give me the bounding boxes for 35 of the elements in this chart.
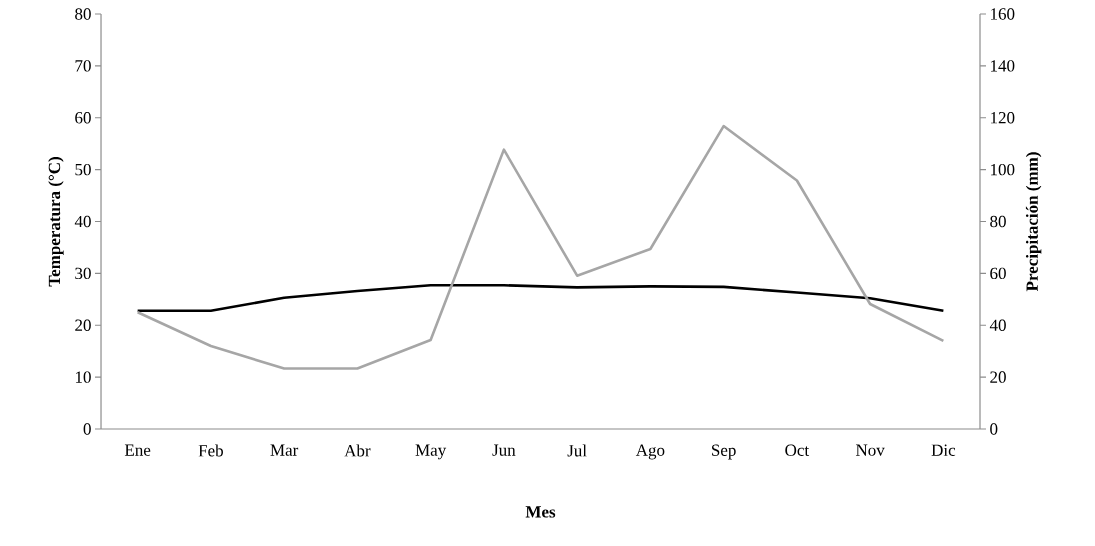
x-axis-title: Mes — [525, 506, 556, 518]
y2-tick-label: 40 — [989, 319, 1006, 331]
x-tick-label: Oct — [785, 444, 810, 456]
y2-tick-label: 140 — [991, 60, 1015, 72]
x-tick-label: Sep — [712, 444, 736, 460]
x-tick-label: Ene — [124, 444, 151, 456]
y2-tick-label: 0 — [990, 423, 998, 435]
x-tick-label: Jun — [492, 444, 516, 456]
y-tick-label: 80 — [75, 8, 91, 20]
line-series — [136, 284, 945, 313]
y2-tick-label: 160 — [991, 8, 1015, 20]
x-tick-label: Abr — [344, 444, 371, 457]
y-tick-label: 40 — [74, 215, 91, 228]
y-tick-label: 20 — [75, 319, 91, 331]
y-axis-title: Temperatura (°C) — [48, 157, 64, 287]
y-tick-label: 60 — [75, 112, 91, 124]
x-tick-label: Jul — [567, 444, 587, 457]
line-series — [136, 124, 945, 370]
x-tick-label: Dic — [931, 444, 956, 456]
x-tick-label: Nov — [855, 444, 885, 456]
y2-tick-label: 100 — [991, 163, 1015, 176]
y2-axis-title: Precipitación (mm) — [1025, 152, 1042, 292]
x-tick-label: Ago — [635, 444, 665, 460]
x-tick-label: May — [415, 444, 447, 460]
y-tick-label: 0 — [83, 423, 91, 435]
y2-tick-label: 80 — [990, 215, 1006, 228]
y-tick-label: 50 — [75, 163, 91, 176]
y-tick-label: 70 — [75, 60, 91, 72]
y2-tick-label: 20 — [990, 371, 1006, 383]
y2-tick-label: 60 — [990, 267, 1006, 280]
y-tick-label: 30 — [75, 267, 91, 280]
y2-tick-label: 120 — [991, 112, 1015, 124]
y-tick-label: 10 — [75, 371, 91, 383]
x-tick-label: Feb — [198, 444, 223, 457]
x-tick-label: Mar — [270, 444, 299, 456]
